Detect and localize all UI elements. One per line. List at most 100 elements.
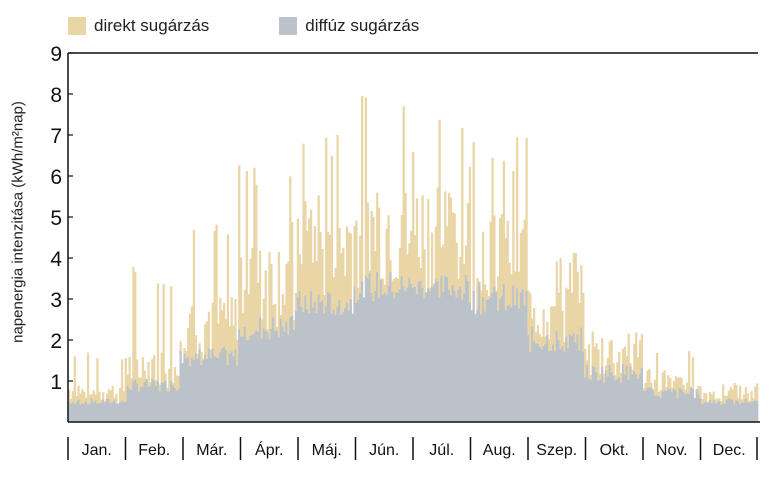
direct-bar [591, 331, 594, 366]
direct-bar [580, 265, 583, 328]
diffuse-bar [355, 302, 358, 422]
diffuse-bar [476, 309, 479, 422]
direct-bar [86, 352, 90, 405]
direct-bar [565, 287, 568, 337]
direct-bar [427, 199, 430, 288]
direct-bar [464, 245, 468, 275]
diffuse-bar [353, 287, 356, 422]
direct-bar [551, 306, 555, 345]
diffuse-bar [483, 311, 487, 422]
diffuse-bar [304, 295, 307, 422]
diffuse-bar [756, 400, 759, 422]
diffuse-bar [525, 290, 528, 422]
diffuse-bar [292, 330, 296, 422]
diffuse-bar [555, 331, 558, 422]
diffuse-bar [185, 358, 188, 422]
direct-bar [657, 391, 661, 397]
direct-bar [706, 402, 710, 403]
direct-bar [170, 286, 173, 381]
diffuse-bar [616, 379, 619, 422]
diffuse-bar [744, 398, 748, 422]
diffuse-bar [584, 377, 587, 422]
direct-bar [179, 341, 182, 351]
direct-bar [434, 226, 437, 280]
diffuse-bar [585, 364, 589, 422]
direct-bar [100, 399, 103, 403]
direct-bar [446, 226, 449, 278]
diffuse-bar [366, 278, 369, 422]
direct-bar [183, 347, 186, 354]
diffuse-bar [417, 281, 420, 422]
diffuse-bar [119, 402, 122, 422]
direct-bar [631, 369, 634, 375]
diffuse-bar [491, 292, 494, 422]
diffuse-bar [306, 308, 309, 422]
diffuse-bar [523, 305, 526, 422]
diffuse-bar [107, 398, 110, 422]
direct-bar [175, 375, 178, 391]
diffuse-bar [527, 335, 530, 422]
direct-bar [378, 207, 381, 299]
diffuse-bar [209, 357, 213, 422]
direct-bar [119, 387, 122, 403]
direct-bar [287, 261, 290, 335]
direct-bar [480, 290, 483, 315]
y-tick-label: 7 [50, 125, 62, 148]
diffuse-bar [671, 392, 674, 422]
direct-bar [223, 302, 226, 347]
diffuse-bar [531, 327, 534, 422]
direct-bar [655, 352, 659, 396]
direct-bar [94, 394, 97, 401]
direct-bar [676, 377, 679, 399]
diffuse-bar [464, 274, 468, 422]
diffuse-bar [153, 380, 156, 422]
diffuse-bar [376, 271, 379, 422]
direct-bar [211, 302, 214, 349]
direct-bar [495, 290, 498, 293]
diffuse-bar [412, 287, 415, 422]
diffuse-bar [648, 387, 651, 422]
direct-bar [497, 276, 500, 312]
direct-bar [107, 388, 110, 399]
direct-bar [485, 289, 489, 300]
direct-bar [744, 387, 748, 399]
direct-bar [71, 391, 75, 402]
diffuse-bar [699, 398, 702, 422]
diffuse-bar [277, 337, 281, 422]
diffuse-bar [710, 403, 713, 422]
diffuse-bar [406, 287, 409, 422]
diffuse-bar [657, 396, 661, 422]
diffuse-bar [308, 312, 311, 422]
diffuse-bar [300, 306, 303, 422]
direct-bar [281, 294, 284, 327]
direct-bar [376, 192, 379, 272]
diffuse-bar [270, 328, 273, 422]
direct-bar [689, 386, 693, 388]
direct-bar [162, 284, 165, 383]
direct-bar [81, 388, 84, 404]
direct-bar [234, 298, 237, 349]
direct-bar [410, 230, 413, 284]
direct-bar [393, 278, 396, 299]
diffuse-bar [326, 291, 330, 422]
direct-bar [500, 214, 504, 297]
diffuse-bar [701, 404, 704, 422]
diffuse-bar [175, 390, 178, 422]
diffuse-bar [440, 275, 443, 422]
direct-bar [618, 352, 621, 378]
diffuse-bar [602, 382, 606, 422]
direct-bar [308, 218, 311, 313]
diffuse-bar [361, 281, 364, 422]
diffuse-bar [137, 391, 141, 422]
direct-bar [587, 344, 591, 379]
direct-bar [300, 264, 303, 307]
diffuse-bar [226, 364, 230, 422]
diffuse-bar [245, 340, 248, 422]
direct-bar [122, 391, 126, 402]
direct-bar [249, 258, 252, 336]
direct-bar [548, 339, 551, 352]
direct-bar [406, 254, 409, 288]
diffuse-bar [120, 400, 124, 422]
diffuse-bar [580, 327, 583, 422]
direct-bar [374, 251, 377, 291]
